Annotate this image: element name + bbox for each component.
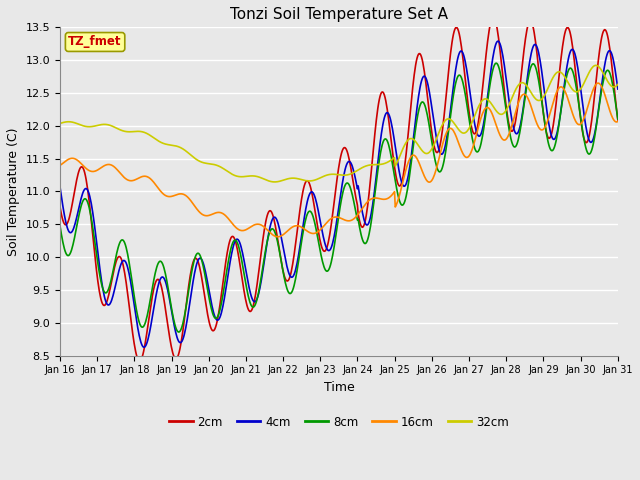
4cm — [56, 184, 64, 190]
16cm — [122, 176, 129, 181]
2cm — [122, 275, 129, 280]
16cm — [273, 234, 280, 240]
32cm — [56, 120, 64, 126]
8cm — [253, 299, 260, 305]
2cm — [56, 204, 64, 210]
32cm — [592, 62, 600, 68]
4cm — [225, 268, 232, 274]
32cm — [122, 129, 129, 134]
8cm — [397, 202, 405, 207]
16cm — [224, 216, 232, 221]
4cm — [122, 259, 129, 264]
32cm — [271, 179, 278, 185]
2cm — [273, 235, 281, 241]
4cm — [429, 108, 436, 114]
4cm — [494, 38, 502, 44]
8cm — [614, 116, 621, 122]
2cm — [225, 242, 232, 248]
16cm — [273, 234, 281, 240]
Line: 16cm: 16cm — [60, 83, 618, 237]
16cm — [56, 163, 64, 168]
X-axis label: Time: Time — [323, 381, 355, 394]
Text: TZ_fmet: TZ_fmet — [68, 36, 122, 48]
32cm — [429, 145, 436, 151]
Line: 4cm: 4cm — [60, 41, 618, 347]
2cm — [488, 18, 495, 24]
4cm — [614, 86, 621, 92]
Line: 2cm: 2cm — [60, 21, 618, 361]
Title: Tonzi Soil Temperature Set A: Tonzi Soil Temperature Set A — [230, 7, 448, 22]
32cm — [614, 82, 621, 87]
4cm — [253, 298, 260, 303]
16cm — [595, 80, 602, 86]
8cm — [493, 60, 500, 66]
16cm — [614, 119, 621, 124]
Legend: 2cm, 4cm, 8cm, 16cm, 32cm: 2cm, 4cm, 8cm, 16cm, 32cm — [164, 411, 513, 433]
8cm — [122, 242, 129, 248]
4cm — [273, 218, 281, 224]
16cm — [397, 186, 405, 192]
8cm — [175, 329, 182, 335]
Line: 32cm: 32cm — [60, 65, 618, 182]
32cm — [252, 173, 259, 179]
16cm — [252, 222, 259, 228]
2cm — [253, 287, 260, 292]
2cm — [397, 181, 405, 187]
8cm — [56, 223, 64, 228]
8cm — [273, 239, 281, 244]
8cm — [225, 256, 232, 262]
Y-axis label: Soil Temperature (C): Soil Temperature (C) — [7, 127, 20, 256]
2cm — [429, 133, 436, 139]
32cm — [224, 169, 232, 175]
32cm — [273, 179, 281, 185]
2cm — [136, 358, 143, 364]
4cm — [397, 177, 405, 183]
16cm — [429, 177, 436, 182]
Line: 8cm: 8cm — [60, 63, 618, 332]
8cm — [429, 142, 436, 148]
4cm — [141, 344, 148, 350]
2cm — [614, 117, 621, 123]
32cm — [397, 150, 405, 156]
